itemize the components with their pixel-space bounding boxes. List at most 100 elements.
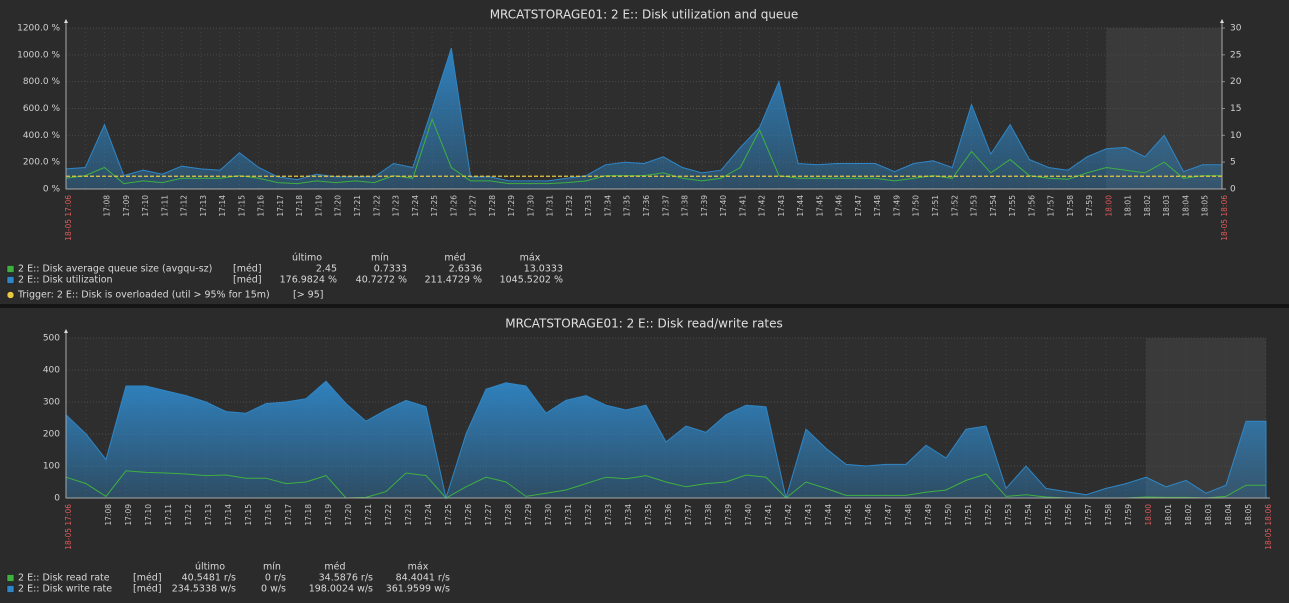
x-tick-label: 17:23: [404, 504, 413, 526]
x-tick-label: 17:57: [1084, 504, 1093, 526]
x-tick-label: 17:51: [931, 195, 940, 217]
y2-tick-label: 0: [1230, 185, 1236, 195]
x-tick-label: 17:38: [704, 504, 713, 526]
legend-stat: 84.4041 r/s: [396, 573, 450, 584]
legend-stat: 211.4729 %: [425, 275, 482, 286]
x-tick-label: 18:01: [1124, 195, 1133, 217]
x-tick-label: 18:04: [1181, 195, 1190, 217]
x-tick-label: 17:13: [199, 195, 208, 217]
legend-column-header: mín: [263, 562, 281, 573]
x-tick-label: 17:50: [944, 504, 953, 526]
legend-stat: 13.0333: [524, 264, 563, 275]
x-tick-label: 17:16: [264, 504, 273, 526]
legend-stat: 2.6336: [449, 264, 482, 275]
legend-column-header: méd: [324, 562, 345, 573]
x-tick-label: 17:54: [989, 195, 998, 217]
legend-stat: 176.9824 %: [280, 275, 337, 286]
x-tick-label: 18:01: [1164, 504, 1173, 526]
y2-tick-label: 25: [1230, 50, 1241, 60]
x-tick-label: 17:20: [344, 504, 353, 526]
legend-stat: 361.9599 w/s: [386, 584, 450, 595]
x-tick-label: 17:11: [160, 195, 169, 217]
x-tick-label: 18-05 18:06: [1220, 195, 1229, 241]
x-tick-label: 18-05 18:06: [1264, 504, 1273, 550]
x-tick-label: 17:41: [764, 504, 773, 526]
y-tick-label: 400.0 %: [23, 131, 61, 141]
legend-stat: 2.45: [316, 264, 337, 275]
y-tick-label: 600.0 %: [23, 104, 61, 114]
x-tick-label: 17:27: [484, 504, 493, 526]
x-tick-label: 17:39: [724, 504, 733, 526]
x-tick-label: 17:30: [526, 195, 535, 217]
x-tick-label: 18-05 17:06: [64, 195, 73, 241]
x-tick-label: 17:26: [464, 504, 473, 526]
x-tick-label: 17:27: [469, 195, 478, 217]
x-tick-label: 17:29: [507, 195, 516, 217]
legend-name: 2 E:: Disk write rate: [18, 584, 112, 595]
x-tick-label: 17:59: [1124, 504, 1133, 526]
legend-stat: 34.5876 r/s: [319, 573, 373, 584]
legend-column-header: méd: [444, 253, 465, 264]
x-tick-label: 17:33: [604, 504, 613, 526]
legend-func: [méd]: [133, 584, 162, 595]
x-tick-label: 17:57: [1047, 195, 1056, 217]
x-tick-label: 17:56: [1064, 504, 1073, 526]
x-tick-label: 17:43: [777, 195, 786, 217]
legend-swatch: [6, 265, 15, 273]
y-tick-label: 0 %: [43, 185, 61, 195]
x-tick-label: 18:05: [1244, 504, 1253, 526]
x-tick-label: 17:19: [314, 195, 323, 217]
x-tick-label: 17:36: [664, 504, 673, 526]
x-tick-label: 17:36: [642, 195, 651, 217]
x-tick-label: 17:10: [144, 504, 153, 526]
x-tick-label: 17:53: [970, 195, 979, 217]
x-tick-label: 17:18: [295, 195, 304, 217]
area: [65, 47, 1223, 190]
x-tick-label: 17:17: [284, 504, 293, 526]
x-tick-label: 17:41: [738, 195, 747, 217]
y2-tick-label: 10: [1230, 131, 1242, 141]
x-tick-label: 17:31: [564, 504, 573, 526]
x-tick-label: 18:05: [1201, 195, 1210, 217]
x-tick-label: 17:49: [924, 504, 933, 526]
y-tick-label: 1000.0 %: [17, 50, 60, 60]
x-tick-label: 17:55: [1008, 195, 1017, 217]
x-tick-label: 17:34: [624, 504, 633, 526]
x-tick-label: 17:26: [449, 195, 458, 217]
y-tick-label: 1200.0 %: [17, 24, 60, 34]
x-tick-label: 17:39: [700, 195, 709, 217]
legend-stat: 1045.5202 %: [500, 275, 563, 286]
x-tick-label: 17:45: [815, 195, 824, 217]
x-tick-label: 17:22: [384, 504, 393, 526]
x-tick-label: 17:25: [444, 504, 453, 526]
x-tick-label: 18:03: [1204, 504, 1213, 526]
chart-title: MRCATSTORAGE01: 2 E:: Disk read/write ra…: [505, 317, 783, 331]
trigger-name: Trigger: 2 E:: Disk is overloaded (util …: [17, 290, 270, 301]
x-tick-label: 17:53: [1004, 504, 1013, 526]
trigger-swatch: [6, 291, 15, 299]
x-tick-label: 18:03: [1162, 195, 1171, 217]
x-tick-label: 17:52: [984, 504, 993, 526]
x-tick-label: 17:37: [684, 504, 693, 526]
axis-arrow: [64, 19, 68, 23]
x-tick-label: 17:47: [884, 504, 893, 526]
x-tick-label: 17:29: [524, 504, 533, 526]
x-tick-label: 17:48: [904, 504, 913, 526]
y-tick-label: 500: [43, 334, 60, 344]
axis-arrow: [64, 329, 68, 333]
area: [65, 380, 1267, 500]
line: [65, 117, 1222, 185]
legend-func: [méd]: [233, 264, 262, 275]
separator: [0, 304, 1289, 308]
x-tick-label: 17:08: [103, 195, 112, 217]
x-tick-label: 17:14: [218, 195, 227, 217]
x-tick-label: 17:15: [244, 504, 253, 526]
legend-stat: 234.5338 w/s: [172, 584, 236, 595]
legend-column-header: máx: [408, 562, 429, 573]
x-tick-label: 17:35: [644, 504, 653, 526]
x-tick-label: 17:32: [565, 195, 574, 217]
legend-column-header: mín: [371, 253, 389, 264]
x-tick-label: 17:09: [122, 195, 131, 217]
legend-column-header: último: [195, 562, 225, 573]
legend-func: [méd]: [133, 573, 162, 584]
